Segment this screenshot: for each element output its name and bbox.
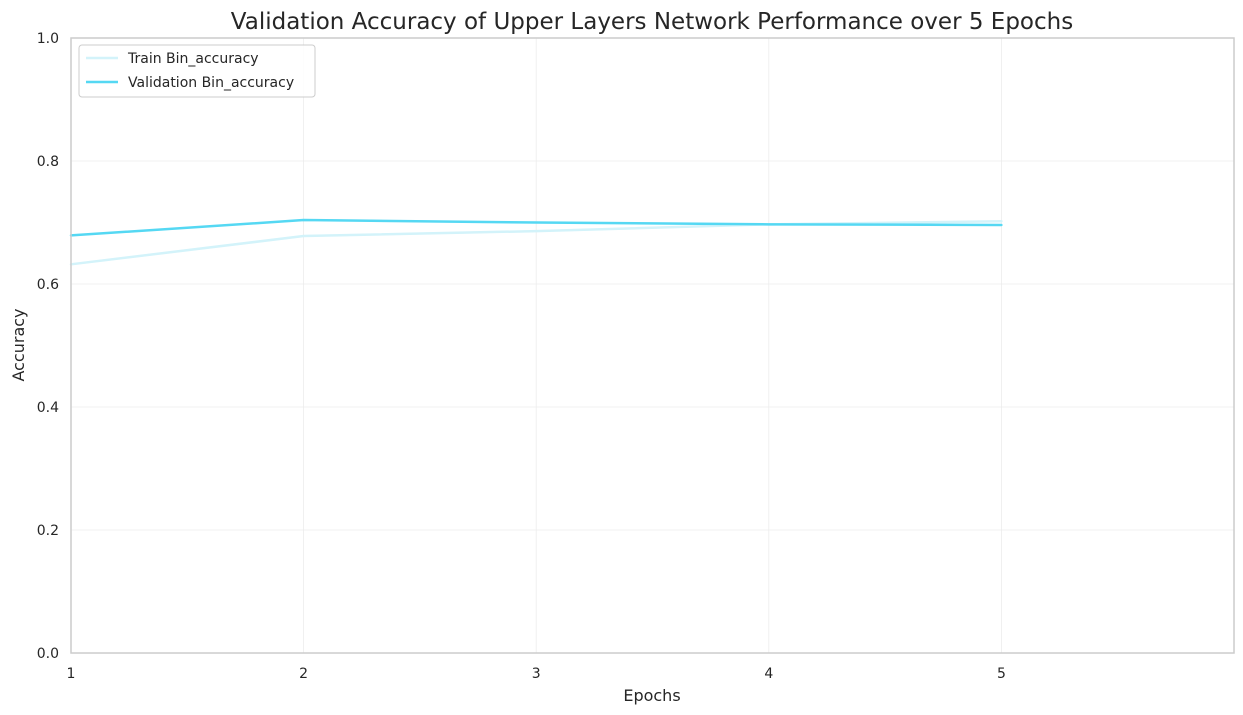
y-tick-label-5: 0.8 xyxy=(37,154,59,170)
y-tick-label-3: 0.4 xyxy=(37,400,59,416)
x-tick-label-4: 4 xyxy=(764,666,773,682)
x-tick-labels: 1 2 3 4 5 xyxy=(67,666,1006,682)
y-tick-label-1: 0.0 xyxy=(37,646,59,662)
legend-label-train: Train Bin_accuracy xyxy=(127,51,259,67)
plot-frame xyxy=(70,37,1235,654)
x-tick-label-2: 2 xyxy=(299,666,308,682)
legend-box xyxy=(78,44,316,98)
x-tick-label-5: 5 xyxy=(997,666,1006,682)
legend: Train Bin_accuracy Validation Bin_accura… xyxy=(78,44,316,98)
y-tick-label-4: 0.6 xyxy=(37,277,59,293)
y-tick-label-6: 1.0 xyxy=(37,31,59,47)
x-tick-label-3: 3 xyxy=(532,666,541,682)
legend-label-validation: Validation Bin_accuracy xyxy=(128,75,294,91)
validation-accuracy-line xyxy=(69,218,1003,237)
x-axis-label: Epochs xyxy=(623,686,680,705)
x-tick-label-1: 1 xyxy=(67,666,76,682)
plot-background xyxy=(71,38,1234,653)
y-tick-labels: 0.0 0.2 0.4 0.6 0.8 1.0 xyxy=(37,31,59,662)
chart-title: Validation Accuracy of Upper Layers Netw… xyxy=(231,9,1073,35)
series-lines xyxy=(69,218,1003,266)
y-axis-label: Accuracy xyxy=(9,308,28,381)
y-tick-label-2: 0.2 xyxy=(37,523,59,539)
